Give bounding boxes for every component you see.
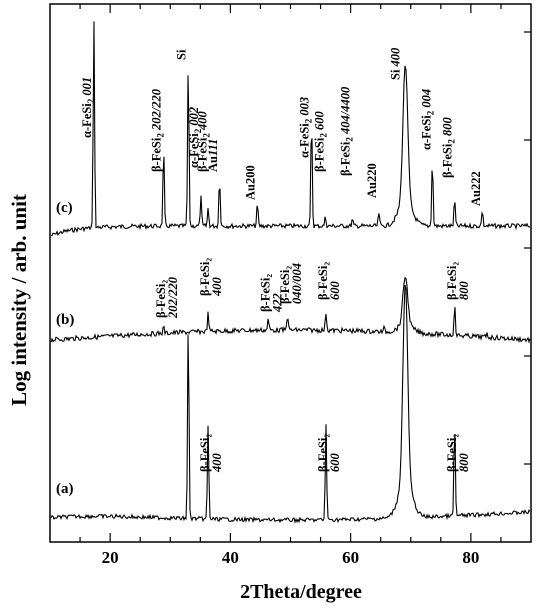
peak-annotation: α-FeSi2 001	[80, 77, 96, 138]
peak-annotation-part: α-FeSi	[298, 123, 312, 158]
peak-annotation-part: Si	[174, 49, 188, 60]
peak-annotation: Au222	[469, 171, 483, 206]
peak-annotation: 422	[270, 293, 284, 313]
peak-annotation-part: 002	[187, 107, 201, 129]
peak-annotation-part: 2	[156, 133, 166, 138]
peak-annotation: α-FeSi2 003	[298, 97, 314, 158]
x-tick-label: 60	[342, 548, 359, 567]
peak-annotation: α-FeSi2 004	[420, 89, 436, 150]
trace-b	[50, 276, 531, 344]
peak-annotation: α-FeSi2 002	[187, 107, 203, 168]
peak-annotation-part: 2	[344, 137, 354, 142]
peak-annotation-part: 404/4400	[338, 86, 352, 137]
peak-annotation: β-FeSi₂	[198, 434, 212, 472]
peak-annotation: β-FeSi₂	[445, 434, 459, 472]
peak-annotation-part: β-FeSi	[150, 137, 164, 172]
peak-annotation-part: 003	[298, 97, 312, 119]
trace-label-c: (c)	[56, 200, 73, 216]
peak-annotation-part: 001	[80, 77, 94, 99]
peak-annotation: β-FeSi₂	[198, 258, 212, 296]
peak-annotation: Au220	[365, 163, 379, 198]
peak-annotation: 202/220	[166, 276, 180, 319]
peak-annotation-part: 111	[206, 139, 220, 156]
peak-annotation: β-FeSi2 800	[441, 117, 457, 178]
peak-annotation: β-FeSi₂	[278, 266, 292, 304]
x-axis-label: 2Theta/degree	[240, 581, 362, 603]
peak-annotation-part: β-FeSi	[195, 137, 209, 172]
trace-a	[50, 284, 531, 524]
peak-annotation-part: 400	[388, 47, 402, 68]
x-tick-label: 80	[462, 548, 479, 567]
peak-annotation-part: 800	[441, 117, 455, 140]
peak-annotation: 400	[210, 453, 224, 474]
peak-annotation-part: 600	[313, 111, 327, 134]
peak-annotation: β-FeSi₂	[258, 274, 272, 312]
peak-annotation: Si	[174, 49, 188, 60]
x-tick-label: 40	[222, 548, 239, 567]
peak-annotation-part: α-FeSi	[420, 115, 434, 150]
peak-annotation-part: 2	[193, 128, 203, 133]
peak-annotation-part: β-FeSi	[338, 141, 352, 176]
trace-label-group: (c) (b) (a)	[56, 200, 74, 497]
peak-annotation: 040/004	[290, 263, 304, 304]
peak-annotation-part: 202/220	[150, 88, 164, 133]
peak-annotation-part: Au222	[469, 171, 483, 206]
peak-annotation-part: Au	[206, 156, 220, 172]
peak-annotation: 800	[457, 453, 471, 473]
peak-annotation: β-FeSi2 404/4400	[338, 86, 354, 176]
peak-annotation: β-FeSi₂	[316, 262, 330, 300]
trace-group	[50, 21, 531, 524]
peak-annotation: 600	[328, 281, 342, 301]
peak-annotation-part: 004	[420, 89, 434, 111]
peak-annotation: β-FeSi₂	[445, 262, 459, 300]
peak-annotation-part: 2	[86, 98, 96, 103]
peak-annotation-part: α-FeSi	[187, 133, 201, 168]
trace-label-b: (b)	[56, 312, 74, 328]
peak-annotation-part: 400	[195, 111, 209, 134]
axis-ticks: 20 40 60 80	[79, 4, 531, 567]
peak-annotation-part: α-FeSi	[80, 103, 94, 138]
trace-c	[50, 21, 530, 237]
peak-annotation: β-FeSi2 600	[313, 111, 329, 172]
peak-annotation-part: 2	[319, 133, 329, 138]
peak-annotation-part: 2	[447, 139, 457, 144]
peak-annotation-part: 2	[426, 110, 436, 115]
trace-label-a: (a)	[56, 481, 74, 497]
peak-annotation-part: Au200	[243, 165, 257, 200]
peak-annotation-part: 2	[304, 118, 314, 123]
x-tick-label: 20	[102, 548, 119, 567]
peak-annotation: β-FeSi2 400	[195, 111, 211, 172]
peak-annotation-part: 2	[201, 133, 211, 138]
peak-annotation: 400	[210, 277, 224, 298]
peak-annotation-part: β-FeSi	[441, 143, 455, 178]
peak-annotation: Au111	[206, 139, 220, 172]
peak-annotation: β-FeSi2 202/220	[150, 88, 166, 172]
peak-annotation: 800	[457, 281, 471, 301]
peak-annotation: 600	[328, 453, 342, 473]
peak-annotation: β-FeSi₂	[316, 434, 330, 472]
peak-annotation-part: β-FeSi	[313, 137, 327, 172]
peak-annotation: Si 400	[388, 47, 402, 80]
peak-annotation-part: Au220	[365, 163, 379, 198]
peak-annotation-part: Si	[388, 66, 402, 80]
peak-annotation: β-FeSi₂	[154, 280, 168, 318]
y-axis-label: Log intensity / arb. unit	[7, 194, 31, 406]
peak-annotation: Au200	[243, 165, 257, 200]
